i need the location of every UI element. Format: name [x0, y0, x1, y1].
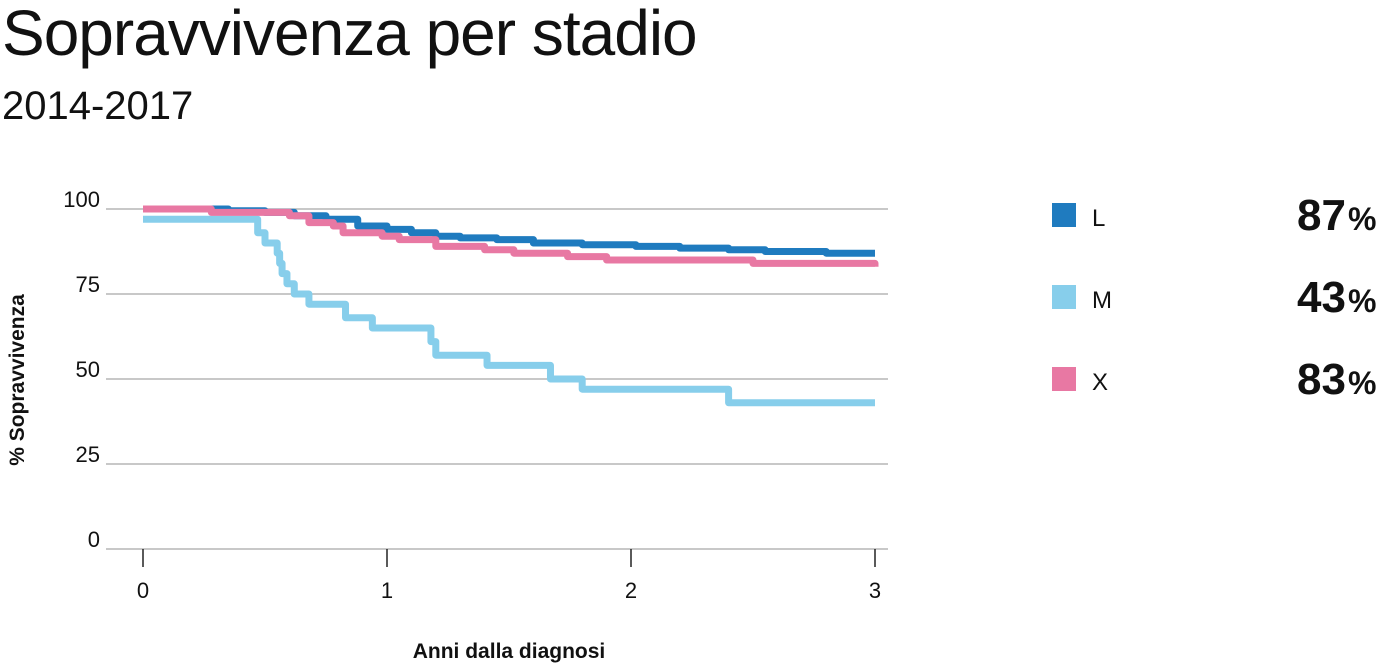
y-tick-label-50: 50: [76, 357, 100, 382]
series-line-M: [143, 215, 875, 407]
legend-label-X: X: [1092, 369, 1108, 396]
y-tick-label-25: 25: [76, 442, 100, 467]
legend-value-M: 43: [1297, 273, 1346, 322]
chart-subtitle: 2014-2017: [2, 84, 194, 128]
series-line-X: [143, 205, 879, 267]
legend-unit-L: %: [1348, 201, 1376, 237]
y-tick-label-100: 100: [63, 187, 100, 212]
x-axis-title: Anni dalla diagnosi: [413, 640, 606, 663]
legend-label-L: L: [1092, 205, 1105, 232]
legend-swatch-L: [1052, 203, 1076, 227]
legend-label-M: M: [1092, 287, 1112, 314]
legend-value-X: 83: [1297, 355, 1346, 404]
y-axis-ticks: 0 25 50 75 100: [63, 187, 100, 552]
legend-swatch-M: [1052, 285, 1076, 309]
x-tick-label-2: 2: [625, 578, 637, 603]
legend-unit-X: %: [1348, 365, 1376, 401]
legend-unit-M: %: [1348, 283, 1376, 319]
y-tick-label-0: 0: [88, 527, 100, 552]
legend: L 87 % M 43 % X 83%: [1052, 191, 1376, 404]
series-lines: [143, 205, 879, 407]
x-axis: 0 1 2 3: [137, 549, 881, 603]
x-tick-label-0: 0: [137, 578, 149, 603]
x-tick-label-3: 3: [869, 578, 881, 603]
chart-title: Sopravvivenza per stadio: [2, 0, 698, 69]
legend-value-L: 87: [1297, 191, 1346, 240]
x-tick-label-1: 1: [381, 578, 393, 603]
legend-swatch-X: [1052, 367, 1076, 391]
y-tick-label-75: 75: [76, 272, 100, 297]
y-axis-title: % Sopravvivenza: [6, 294, 29, 466]
